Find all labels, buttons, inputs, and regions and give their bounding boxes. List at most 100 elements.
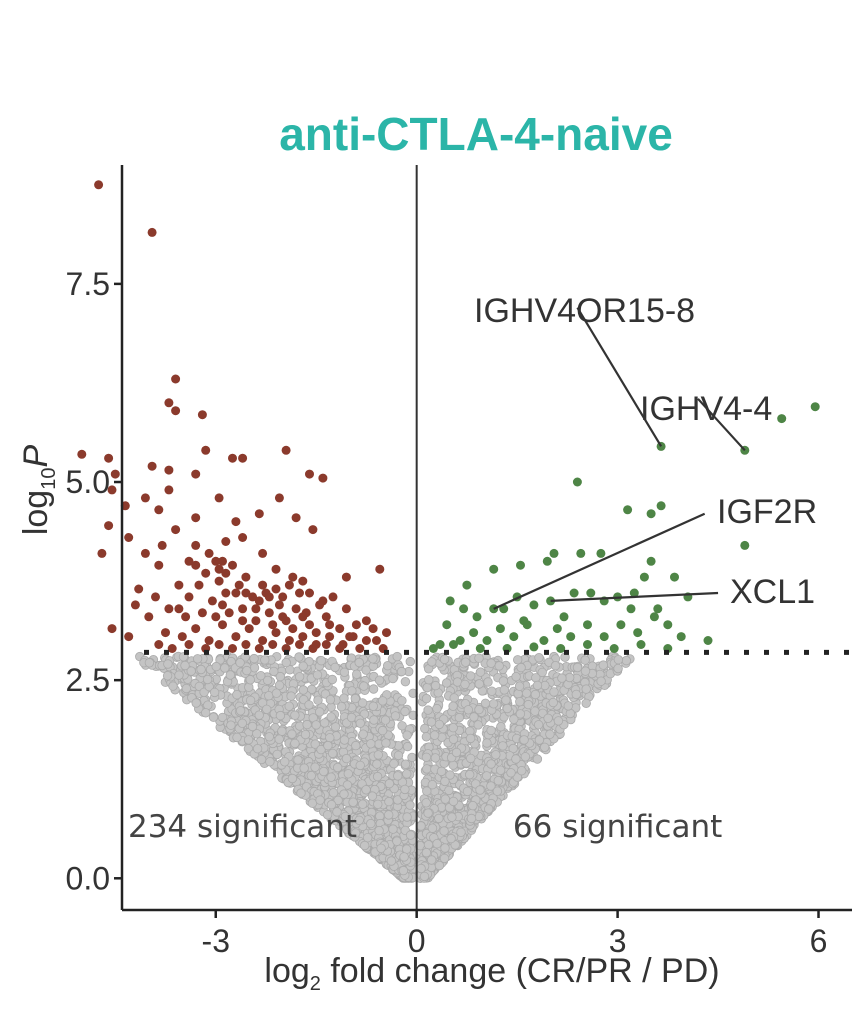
- nonsignificant-point: [462, 786, 473, 797]
- nonsignificant-point: [144, 658, 155, 668]
- down-regulated-point: [214, 493, 224, 503]
- nonsignificant-point: [247, 721, 258, 732]
- nonsignificant-point: [498, 676, 509, 686]
- down-regulated-point: [271, 564, 281, 574]
- y-tick-label: 7.5: [66, 266, 110, 302]
- nonsignificant-point: [427, 823, 438, 833]
- nonsignificant-point: [613, 655, 624, 665]
- nonsignificant-point: [421, 847, 432, 858]
- nonsignificant-point: [358, 799, 368, 809]
- down-regulated-point: [107, 485, 117, 495]
- up-regulated-point: [482, 636, 492, 645]
- down-regulated-point: [295, 588, 304, 598]
- nonsignificant-point: [549, 687, 559, 697]
- nonsignificant-point: [351, 828, 361, 838]
- x-axis-title-subscript: 2: [310, 973, 321, 995]
- gene-annotation-label: IGF2R: [717, 493, 817, 531]
- nonsignificant-point: [181, 683, 192, 694]
- down-regulated-point: [238, 616, 248, 626]
- nonsignificant-point: [430, 680, 441, 691]
- nonsignificant-point: [327, 674, 338, 685]
- nonsignificant-point: [519, 735, 529, 745]
- nonsignificant-point: [381, 738, 391, 748]
- down-regulated-point: [375, 564, 385, 574]
- nonsignificant-point: [581, 698, 591, 709]
- down-regulated-point: [184, 592, 194, 602]
- up-regulated-point: [596, 548, 606, 558]
- down-regulated-point: [328, 592, 338, 602]
- down-regulated-point: [361, 636, 371, 645]
- down-regulated-point: [351, 620, 361, 630]
- nonsignificant-point: [487, 686, 497, 696]
- nonsignificant-point: [534, 653, 544, 663]
- nonsignificant-point: [420, 723, 430, 734]
- nonsignificant-point: [463, 705, 474, 715]
- down-regulated-point: [325, 632, 335, 642]
- up-regulated-point: [462, 580, 472, 590]
- up-regulated-point: [670, 572, 679, 582]
- nonsignificant-point: [333, 795, 343, 806]
- down-regulated-point: [151, 592, 160, 602]
- nonsignificant-point: [460, 679, 470, 690]
- down-regulated-point: [214, 564, 224, 574]
- nonsignificant-point: [465, 733, 476, 744]
- down-regulated-point: [308, 525, 318, 535]
- nonsignificant-point: [621, 655, 632, 666]
- up-regulated-point: [629, 588, 639, 598]
- up-regulated-point: [459, 604, 469, 614]
- nonsignificant-point: [499, 685, 510, 695]
- down-regulated-point: [298, 576, 308, 586]
- down-regulated-point: [288, 572, 298, 582]
- down-regulated-point: [231, 517, 241, 527]
- down-regulated-point: [164, 485, 174, 495]
- nonsignificant-point: [373, 799, 383, 810]
- nonsignificant-point: [330, 722, 341, 732]
- nonsignificant-point: [482, 771, 492, 781]
- down-regulated-point: [221, 568, 231, 578]
- nonsignificant-point: [598, 660, 609, 670]
- nonsignificant-point: [168, 681, 178, 691]
- down-regulated-point: [228, 644, 237, 653]
- nonsignificant-point: [310, 762, 320, 772]
- nonsignificant-point: [211, 661, 221, 672]
- nonsignificant-point: [336, 702, 347, 712]
- up-regulated-point: [549, 548, 559, 558]
- nonsignificant-point: [393, 795, 403, 805]
- y-axis-title-subscript: 10: [38, 468, 60, 490]
- y-axis-title: log10P: [17, 445, 60, 536]
- up-regulated-point: [455, 636, 465, 645]
- up-regulated-point: [435, 640, 445, 649]
- up-regulated-point: [449, 640, 458, 649]
- down-regulated-point: [318, 473, 328, 483]
- down-regulated-point: [197, 410, 207, 420]
- nonsignificant-point: [298, 685, 309, 695]
- up-regulated-point: [653, 604, 663, 614]
- nonsignificant-point: [482, 738, 492, 748]
- up-regulated-point: [489, 564, 499, 574]
- nonsignificant-point: [515, 697, 525, 707]
- nonsignificant-point: [300, 729, 311, 740]
- down-regulated-point: [171, 374, 181, 384]
- nonsignificant-point: [493, 776, 504, 786]
- nonsignificant-point: [423, 808, 433, 818]
- nonsignificant-point: [402, 741, 413, 752]
- down-regulated-point: [218, 620, 227, 630]
- up-regulated-point: [475, 644, 485, 653]
- nonsignificant-point: [392, 651, 402, 662]
- nonsignificant-point: [421, 798, 431, 808]
- nonsignificant-point: [290, 710, 300, 721]
- down-regulated-point: [258, 580, 268, 590]
- up-regulated-point: [529, 600, 539, 610]
- nonsignificant-point: [339, 789, 349, 799]
- x-tick-label: 0: [408, 923, 426, 959]
- nonsignificant-point: [466, 813, 477, 824]
- nonsignificant-point: [354, 657, 364, 668]
- down-regulated-point: [181, 612, 191, 622]
- nonsignificant-point: [402, 769, 412, 779]
- nonsignificant-point: [495, 765, 506, 775]
- nonsignificant-point: [498, 741, 508, 751]
- nonsignificant-point: [400, 784, 410, 795]
- x-tick-label: 3: [609, 923, 627, 959]
- nonsignificant-point: [326, 712, 336, 722]
- nonsignificant-point: [355, 760, 365, 771]
